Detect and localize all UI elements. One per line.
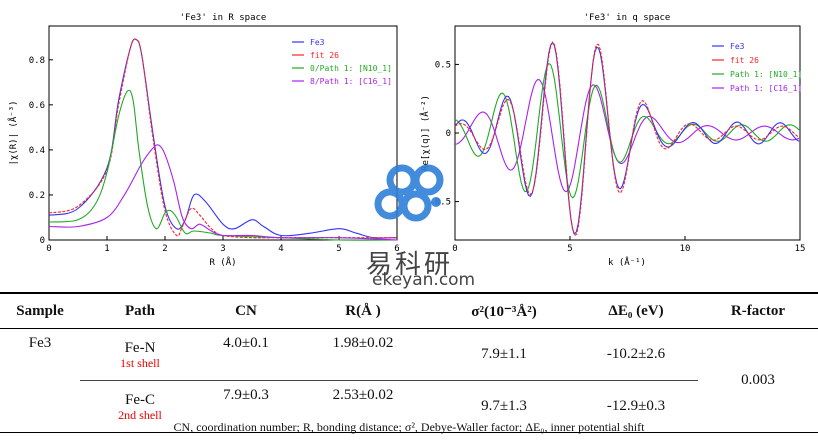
- q-space-legend-label: Fe3: [730, 42, 745, 51]
- table-row: Fe-C 2nd shell 7.9±0.3 2.53±0.02 9.7±1.3…: [0, 380, 818, 433]
- header-r: R(Å ): [292, 292, 434, 329]
- r-space-legend-label: 0/Path 1: [N10_1]: [310, 64, 392, 73]
- watermark-chinese: 易科研: [366, 250, 454, 280]
- header-sample: Sample: [0, 292, 80, 329]
- q-space-xlabel: k (Å⁻¹): [608, 256, 646, 268]
- r-space-ytick-label: 0.6: [29, 101, 45, 111]
- r-space-title: 'Fe3' in R space: [180, 13, 267, 23]
- cell-de0: -12.9±0.3: [574, 380, 698, 433]
- q-space-legend-label: Path 1: [N10_1]: [730, 70, 802, 79]
- q-space-chart: 'Fe3' in q space k (Å⁻¹) Re[χ(q)] (Å⁻²) …: [419, 13, 805, 268]
- r-space-legend-label: Fe3: [310, 38, 325, 47]
- q-space-xtick-label: 5: [567, 244, 572, 254]
- q-space-xtick-label: 0: [452, 244, 457, 254]
- q-space-xtick-label: 10: [680, 244, 691, 254]
- r-space-ytick-label: 0: [40, 236, 45, 246]
- r-space-xtick-label: 3: [220, 244, 225, 254]
- r-space-plot-frame: [48, 25, 398, 241]
- cell-r: 2.53±0.02: [292, 380, 434, 433]
- r-space-xtick-label: 5: [336, 244, 341, 254]
- r-space-legend-label: 8/Path 1: [C16_1]: [310, 77, 392, 86]
- r-space-series-3: [48, 144, 398, 241]
- q-space-series-1: [454, 41, 800, 237]
- cell-sample: [0, 380, 80, 433]
- header-path: Path: [80, 292, 200, 329]
- r-space-xlabel: R (Å): [209, 256, 236, 268]
- q-space-title: 'Fe3' in q space: [584, 13, 671, 23]
- shell-label: 1st shell: [120, 356, 160, 370]
- cell-cn: 4.0±0.1: [223, 335, 269, 351]
- cell-r: 1.98±0.02: [332, 335, 394, 351]
- cell-sigma2: 7.9±1.1: [481, 346, 527, 362]
- q-space-xtick-label: 15: [795, 244, 806, 254]
- cell-cn: 7.9±0.3: [200, 380, 292, 433]
- path-name: Fe-N: [124, 340, 156, 356]
- r-space-xtick-label: 1: [104, 244, 109, 254]
- q-space-legend-label: Path 1: [C16_1]: [730, 84, 802, 93]
- header-cn: CN: [200, 292, 292, 329]
- r-space-chart: 'Fe3' in R space R (Å) |χ(R)| (Å⁻³) 0 1 2 3…: [7, 13, 400, 268]
- r-space-ylabel: |χ(R)| (Å⁻³): [7, 100, 19, 165]
- table-footnote: CN, coordination number; R, bonding dist…: [173, 420, 645, 434]
- cell-path: Fe-N 1st shell: [80, 329, 200, 381]
- header-sigma2: σ²(10⁻³Å²): [434, 292, 574, 329]
- cell-de0: -10.2±2.6: [606, 346, 666, 362]
- q-space-series-3: [454, 78, 800, 193]
- header-rfactor: R-factor: [698, 292, 818, 329]
- r-space-xtick-label: 4: [278, 244, 283, 254]
- r-space-ytick-label: 0.8: [29, 56, 45, 66]
- table-row: Fe3 Fe-N 1st shell 4.0±0.1 1.98±0.02 7.9…: [0, 328, 818, 433]
- path-name: Fe-C: [125, 392, 155, 408]
- r-space-series-1: [48, 38, 397, 239]
- cell-sample: Fe3: [28, 335, 52, 351]
- shell-label: 2nd shell: [118, 408, 162, 422]
- r-space-xtick-label: 6: [394, 244, 399, 254]
- r-space-ytick-label: 0.2: [29, 191, 45, 201]
- cell-rfactor: 0.003: [698, 328, 818, 433]
- r-space-ytick-label: 0.4: [29, 146, 45, 156]
- r-space-xtick-label: 2: [162, 244, 167, 254]
- r-space-legend-label: fit 26: [310, 51, 339, 60]
- fit-results-table: Sample Path CN R(Å ) σ²(10⁻³Å²) ΔE₀ (eV)…: [0, 292, 818, 433]
- q-space-ytick-label: 0: [446, 129, 451, 139]
- watermark-domain: ekeyan.com: [372, 270, 476, 290]
- cell-path: Fe-C 2nd shell: [80, 380, 200, 433]
- q-space-ylabel: Re[χ(q)] (Å⁻²): [419, 95, 431, 171]
- r-space-xtick-label: 0: [46, 244, 51, 254]
- ekeyan-logo-icon: [374, 164, 444, 222]
- chart-area: 'Fe3' in R space R (Å) |χ(R)| (Å⁻³) 0 1 2 3…: [7, 13, 805, 268]
- q-space-legend-label: fit 26: [730, 56, 759, 65]
- q-space-ytick-label: 0.5: [435, 60, 451, 70]
- cell-sigma2: 9.7±1.3: [434, 380, 574, 433]
- table-header-row: Sample Path CN R(Å ) σ²(10⁻³Å²) ΔE₀ (eV)…: [0, 292, 818, 329]
- header-de0: ΔE₀ (eV): [574, 292, 698, 329]
